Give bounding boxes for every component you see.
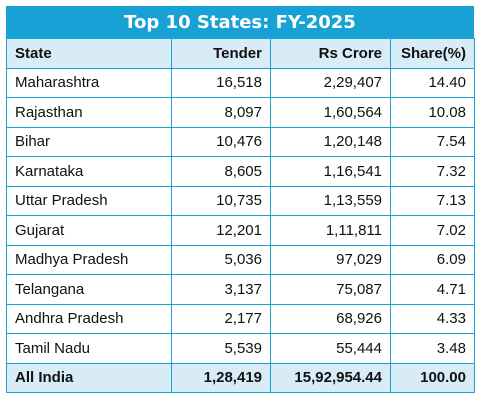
share-cell: 7.54 bbox=[390, 126, 475, 157]
table-row: Madhya Pradesh 5,036 97,029 6.09 bbox=[6, 244, 475, 275]
total-rs-crore: 15,92,954.44 bbox=[270, 362, 391, 393]
state-cell: Madhya Pradesh bbox=[6, 244, 172, 275]
table-row: Tamil Nadu 5,539 55,444 3.48 bbox=[6, 333, 475, 364]
share-cell: 7.32 bbox=[390, 156, 475, 187]
header-state: State bbox=[6, 38, 172, 69]
tender-cell: 3,137 bbox=[171, 274, 271, 305]
total-share: 100.00 bbox=[390, 362, 475, 393]
tender-cell: 10,735 bbox=[171, 185, 271, 216]
rs-crore-cell: 2,29,407 bbox=[270, 67, 391, 98]
state-cell: Rajasthan bbox=[6, 97, 172, 128]
tender-cell: 10,476 bbox=[171, 126, 271, 157]
header-tender: Tender bbox=[171, 38, 271, 69]
share-cell: 7.02 bbox=[390, 215, 475, 246]
states-table-card: Top 10 States: FY-2025 State Tender Rs C… bbox=[6, 6, 475, 393]
total-tender: 1,28,419 bbox=[171, 362, 271, 393]
state-cell: Maharashtra bbox=[6, 67, 172, 98]
table-row: Bihar 10,476 1,20,148 7.54 bbox=[6, 126, 475, 157]
tender-cell: 16,518 bbox=[171, 67, 271, 98]
tender-cell: 8,605 bbox=[171, 156, 271, 187]
rs-crore-cell: 97,029 bbox=[270, 244, 391, 275]
rs-crore-cell: 55,444 bbox=[270, 333, 391, 364]
rs-crore-cell: 1,13,559 bbox=[270, 185, 391, 216]
state-cell: Uttar Pradesh bbox=[6, 185, 172, 216]
header-share: Share(%) bbox=[390, 38, 475, 69]
total-label: All India bbox=[6, 362, 172, 393]
state-cell: Andhra Pradesh bbox=[6, 303, 172, 334]
tender-cell: 2,177 bbox=[171, 303, 271, 334]
state-cell: Gujarat bbox=[6, 215, 172, 246]
table-row: Karnataka 8,605 1,16,541 7.32 bbox=[6, 156, 475, 187]
state-cell: Telangana bbox=[6, 274, 172, 305]
table-row: Andhra Pradesh 2,177 68,926 4.33 bbox=[6, 303, 475, 334]
tender-cell: 8,097 bbox=[171, 97, 271, 128]
tender-cell: 5,036 bbox=[171, 244, 271, 275]
state-cell: Tamil Nadu bbox=[6, 333, 172, 364]
share-cell: 4.33 bbox=[390, 303, 475, 334]
table-row: Uttar Pradesh 10,735 1,13,559 7.13 bbox=[6, 185, 475, 216]
rs-crore-cell: 1,16,541 bbox=[270, 156, 391, 187]
state-cell: Bihar bbox=[6, 126, 172, 157]
share-cell: 4.71 bbox=[390, 274, 475, 305]
table-title: Top 10 States: FY-2025 bbox=[6, 6, 474, 38]
rs-crore-cell: 68,926 bbox=[270, 303, 391, 334]
state-cell: Karnataka bbox=[6, 156, 172, 187]
tender-cell: 5,539 bbox=[171, 333, 271, 364]
rs-crore-cell: 75,087 bbox=[270, 274, 391, 305]
table-row: Gujarat 12,201 1,11,811 7.02 bbox=[6, 215, 475, 246]
table-row: Maharashtra 16,518 2,29,407 14.40 bbox=[6, 67, 475, 98]
tender-cell: 12,201 bbox=[171, 215, 271, 246]
header-row: State Tender Rs Crore Share(%) bbox=[6, 38, 475, 69]
share-cell: 10.08 bbox=[390, 97, 475, 128]
table-row: Telangana 3,137 75,087 4.71 bbox=[6, 274, 475, 305]
share-cell: 7.13 bbox=[390, 185, 475, 216]
rs-crore-cell: 1,11,811 bbox=[270, 215, 391, 246]
share-cell: 3.48 bbox=[390, 333, 475, 364]
share-cell: 14.40 bbox=[390, 67, 475, 98]
rs-crore-cell: 1,60,564 bbox=[270, 97, 391, 128]
share-cell: 6.09 bbox=[390, 244, 475, 275]
states-table: State Tender Rs Crore Share(%) Maharasht… bbox=[6, 38, 475, 393]
rs-crore-cell: 1,20,148 bbox=[270, 126, 391, 157]
total-row: All India 1,28,419 15,92,954.44 100.00 bbox=[6, 362, 475, 393]
table-row: Rajasthan 8,097 1,60,564 10.08 bbox=[6, 97, 475, 128]
header-rs-crore: Rs Crore bbox=[270, 38, 391, 69]
